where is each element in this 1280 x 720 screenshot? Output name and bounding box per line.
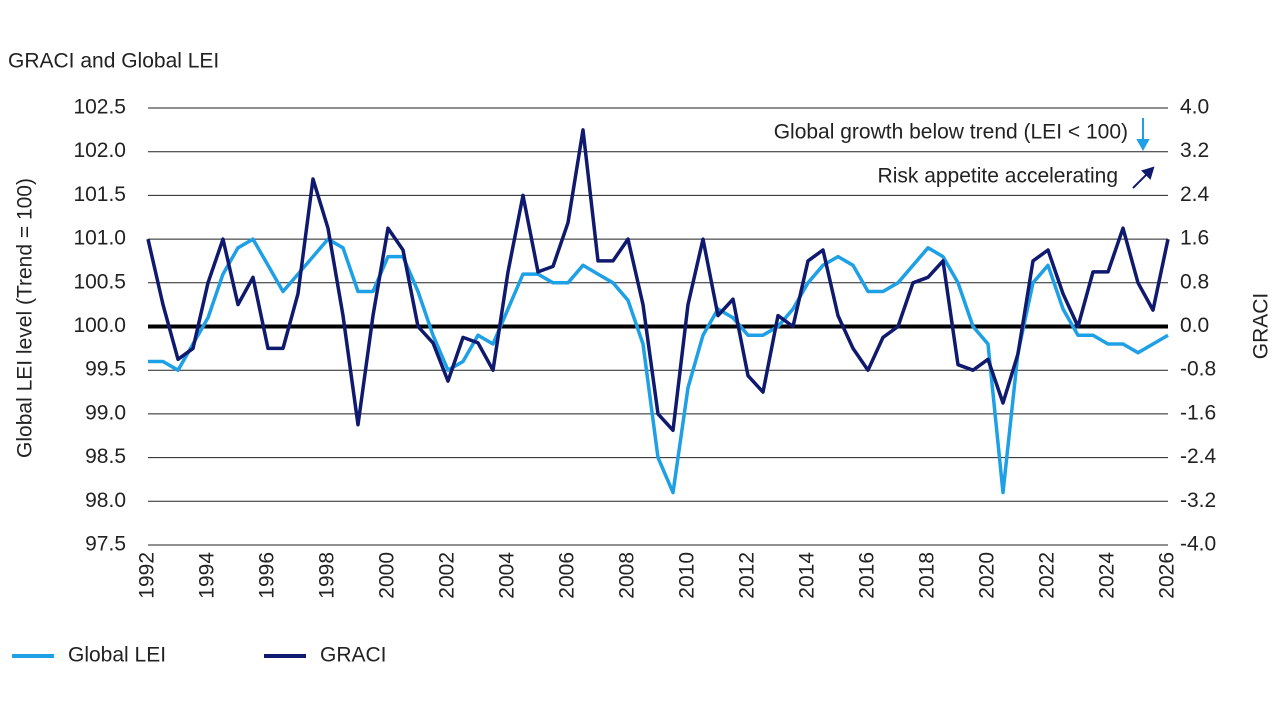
x-tick-label: 2006 — [556, 552, 579, 599]
y2-tick-label: 4.0 — [1180, 96, 1209, 119]
x-tick-label: 2018 — [916, 552, 939, 599]
y2-tick-label: 2.4 — [1180, 183, 1210, 206]
x-tick-label: 2010 — [676, 552, 699, 599]
y2-tick-label: -0.8 — [1180, 358, 1216, 381]
y-axis-label: Global LEI level (Trend = 100) — [14, 178, 37, 458]
y2-axis-label: GRACI — [1250, 293, 1273, 360]
y-tick-label: 100.5 — [73, 270, 126, 293]
x-tick-label: 1992 — [136, 552, 159, 599]
annotation-arrow — [1132, 166, 1155, 189]
x-tick-label: 2012 — [736, 552, 759, 599]
y-tick-label: 101.0 — [73, 227, 126, 250]
y2-tick-label: 1.6 — [1180, 227, 1209, 250]
y-tick-label: 101.5 — [73, 183, 126, 206]
x-tick-label: 2026 — [1156, 552, 1179, 599]
x-tick-label: 2022 — [1036, 552, 1059, 599]
annotation-arrow — [1136, 118, 1150, 152]
annotation: Risk appetite accelerating — [878, 165, 1118, 188]
x-tick-label: 2024 — [1096, 552, 1119, 599]
y-tick-label: 98.5 — [85, 445, 126, 468]
x-tick-label: 2000 — [376, 552, 399, 599]
annotation: Global growth below trend (LEI < 100) — [774, 121, 1128, 144]
x-tick-label: 2008 — [616, 552, 639, 599]
y-tick-label: 99.0 — [85, 401, 126, 424]
y2-tick-label: -2.4 — [1180, 445, 1217, 468]
x-tick-label: 2020 — [976, 552, 999, 599]
y-tick-label: 100.0 — [73, 314, 126, 337]
y2-tick-label: -4.0 — [1180, 533, 1216, 556]
y2-tick-label: 0.8 — [1180, 270, 1209, 293]
y-tick-label: 102.0 — [73, 139, 126, 162]
x-tick-label: 1994 — [196, 552, 219, 599]
legend-label: Global LEI — [68, 644, 166, 667]
y2-tick-label: 3.2 — [1180, 139, 1209, 162]
x-tick-label: 2014 — [796, 552, 819, 599]
y-tick-label: 99.5 — [85, 358, 126, 381]
chart-title: GRACI and Global LEI — [8, 50, 219, 73]
x-tick-label: 1998 — [316, 552, 339, 599]
y-tick-label: 102.5 — [73, 96, 126, 119]
y2-tick-label: -3.2 — [1180, 489, 1216, 512]
x-tick-label: 2004 — [496, 552, 519, 599]
y2-tick-label: -1.6 — [1180, 401, 1216, 424]
x-tick-label: 2016 — [856, 552, 879, 599]
x-tick-label: 2002 — [436, 552, 459, 599]
y-tick-label: 98.0 — [85, 489, 126, 512]
y2-tick-label: 0.0 — [1180, 314, 1209, 337]
y-tick-label: 97.5 — [85, 533, 126, 556]
series-line — [148, 237, 1169, 495]
series-line — [146, 128, 1170, 433]
legend-label: GRACI — [320, 644, 387, 667]
x-tick-label: 1996 — [256, 552, 279, 599]
